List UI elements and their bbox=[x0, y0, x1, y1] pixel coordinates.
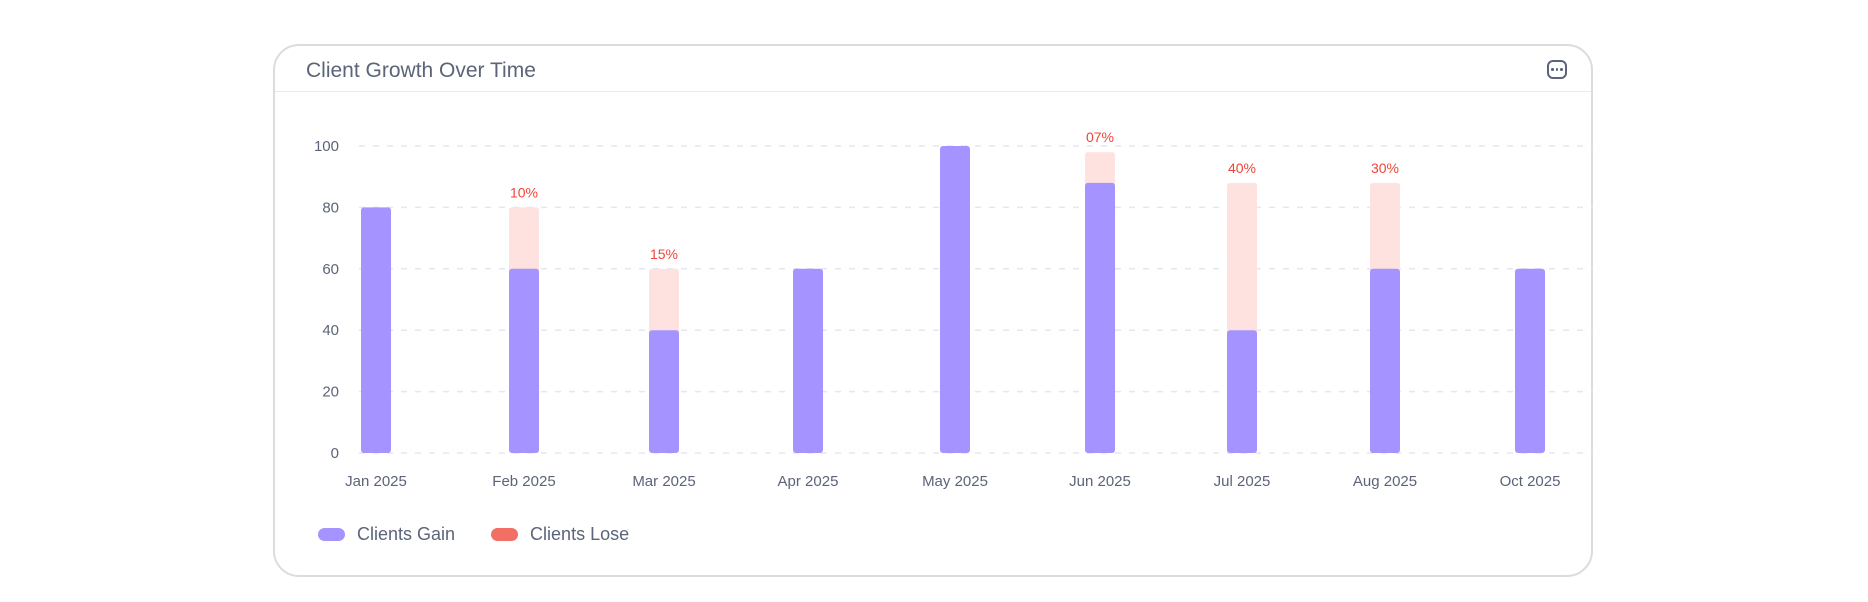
bar-lose bbox=[1085, 152, 1115, 187]
bar-lose bbox=[649, 268, 679, 335]
card-title: Client Growth Over Time bbox=[306, 59, 536, 82]
x-tick-label: Apr 2025 bbox=[778, 473, 839, 490]
x-tick-label: Feb 2025 bbox=[492, 473, 555, 490]
x-tick-label: Mar 2025 bbox=[632, 473, 695, 490]
bar-gain bbox=[509, 268, 539, 453]
y-tick-label: 20 bbox=[322, 384, 339, 401]
legend-label: Clients Lose bbox=[530, 524, 630, 544]
bar-gain bbox=[649, 330, 679, 453]
bar-gain bbox=[793, 268, 823, 453]
x-tick-label: Aug 2025 bbox=[1353, 473, 1417, 490]
bar-chart: 0 20 40 60 80 100 Jan 2025 10% Feb 2025 15% Mar 20… bbox=[314, 129, 1593, 490]
chart-card: Client Growth Over Time 0 20 40 60 80 100 Jan … bbox=[273, 44, 1593, 577]
bar-lose bbox=[509, 207, 539, 273]
more-horizontal-icon[interactable] bbox=[1547, 60, 1567, 79]
bar-gain bbox=[1515, 268, 1545, 453]
data-label: 07% bbox=[1086, 129, 1114, 145]
bar-lose bbox=[1370, 182, 1400, 273]
data-label: 30% bbox=[1371, 160, 1399, 176]
y-tick-label: 0 bbox=[331, 445, 339, 462]
x-tick-label: May 2025 bbox=[922, 473, 988, 490]
x-tick-label: Jun 2025 bbox=[1069, 473, 1131, 490]
x-tick-label: Oct 2025 bbox=[1500, 473, 1561, 490]
y-tick-label: 60 bbox=[322, 261, 339, 278]
bar-gain bbox=[1370, 268, 1400, 453]
x-tick-label: Jan 2025 bbox=[345, 473, 407, 490]
bar-gain bbox=[361, 207, 391, 453]
card-header: Client Growth Over Time bbox=[275, 46, 1591, 92]
x-tick-label: Jul 2025 bbox=[1214, 473, 1271, 490]
data-label: 10% bbox=[510, 184, 538, 200]
legend-item-gain[interactable]: Clients Gain bbox=[318, 524, 455, 545]
data-label: 15% bbox=[650, 246, 678, 262]
bar-lose bbox=[1227, 182, 1257, 335]
y-tick-label: 80 bbox=[322, 199, 339, 216]
bar-gain bbox=[940, 146, 970, 453]
legend-item-lose[interactable]: Clients Lose bbox=[491, 524, 629, 545]
legend: Clients Gain Clients Lose bbox=[318, 524, 629, 545]
data-label: 40% bbox=[1228, 160, 1256, 176]
bar-gain bbox=[1085, 182, 1115, 453]
legend-label: Clients Gain bbox=[357, 524, 456, 544]
legend-swatch-gain bbox=[318, 528, 345, 541]
legend-swatch-lose bbox=[491, 528, 519, 541]
bar-gain bbox=[1227, 330, 1257, 453]
y-tick-label: 100 bbox=[314, 138, 339, 155]
y-tick-label: 40 bbox=[322, 322, 339, 339]
